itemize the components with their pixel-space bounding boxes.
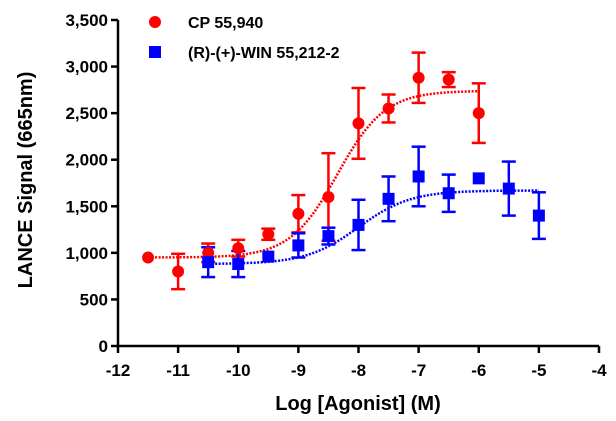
data-point: [472, 107, 485, 120]
fit-curve: [208, 189, 539, 266]
data-point: [232, 242, 245, 255]
y-tick-label: 1,500: [65, 197, 108, 216]
data-point: [412, 71, 425, 84]
legend-label: (R)-(+)-WIN 55,212-2: [188, 45, 340, 62]
x-tick-label: -6: [471, 361, 486, 380]
x-tick-label: -11: [166, 361, 190, 380]
legend: CP 55,940 (R)-(+)-WIN 55,212-2: [149, 15, 340, 62]
data-point: [292, 239, 305, 252]
y-tick-label: 2,500: [65, 104, 108, 123]
fit-curves: [148, 89, 539, 266]
legend-marker: [149, 46, 161, 58]
error-bars: [171, 51, 546, 291]
data-point: [382, 102, 395, 115]
y-tick-label: 2,000: [65, 151, 108, 170]
y-axis-title: LANCE Signal (665nm): [15, 72, 37, 289]
data-point: [412, 170, 425, 183]
data-point: [352, 218, 365, 231]
legend-marker: [149, 16, 161, 28]
y-tick-label: 0: [99, 337, 108, 356]
data-point: [442, 73, 455, 86]
data-markers: [142, 71, 545, 278]
x-axis-title: Log [Agonist] (M): [275, 393, 441, 415]
data-point: [142, 251, 155, 264]
data-point: [382, 192, 395, 205]
data-point: [202, 256, 215, 269]
y-tick-label: 500: [80, 290, 108, 309]
x-tick-label: -12: [106, 361, 131, 380]
data-point: [172, 265, 185, 278]
x-tick-label: -10: [226, 361, 251, 380]
legend-label: CP 55,940: [188, 15, 263, 32]
x-tick-label: -5: [531, 361, 546, 380]
data-point: [502, 182, 515, 195]
x-tick-label: -8: [351, 361, 366, 380]
data-point: [262, 228, 275, 241]
data-point: [322, 230, 335, 243]
data-point: [352, 117, 365, 130]
data-point: [232, 258, 245, 271]
x-tick-label: -9: [291, 361, 306, 380]
fit-curve: [148, 89, 479, 259]
y-tick-label: 3,000: [65, 58, 108, 77]
x-tick-label: -7: [411, 361, 426, 380]
axes: [116, 20, 599, 348]
y-axis-ticks: 0 500 1,000 1,500 2,000 2,500 3,000 3,500: [65, 11, 118, 356]
data-point: [202, 246, 215, 259]
x-axis-ticks: -12 -11 -10 -9 -8 -7 -6 -5 -4: [106, 346, 607, 380]
data-point: [532, 209, 545, 222]
data-point: [322, 190, 335, 203]
y-tick-label: 3,500: [65, 11, 108, 30]
data-point: [442, 187, 455, 200]
x-tick-label: -4: [591, 361, 607, 380]
data-point: [262, 250, 275, 263]
data-point: [472, 172, 485, 185]
y-tick-label: 1,000: [65, 244, 108, 263]
data-point: [292, 207, 305, 220]
